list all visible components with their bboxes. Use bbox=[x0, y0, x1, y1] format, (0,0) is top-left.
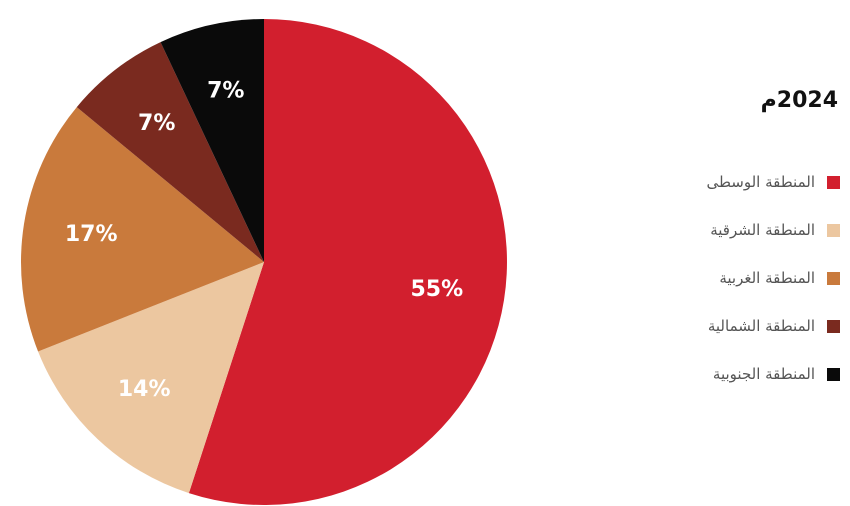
legend-swatch bbox=[827, 271, 840, 285]
legend-item: المنطقة الجنوبية bbox=[640, 362, 840, 386]
legend-item: المنطقة الشمالية bbox=[640, 314, 840, 338]
pie-slice bbox=[160, 19, 264, 262]
legend-swatch bbox=[827, 175, 840, 189]
pie-slice-labels: 55% 14% 17% 7% 7% bbox=[65, 79, 463, 402]
legend-label: المنطقة الوسطى bbox=[706, 173, 815, 191]
legend-swatch bbox=[827, 367, 840, 381]
legend-item: المنطقة الشرقية bbox=[640, 218, 840, 242]
pie-slice bbox=[188, 19, 507, 505]
pie-chart: 55% 14% 17% 7% 7% bbox=[21, 19, 507, 505]
legend: المنطقة الوسطى المنطقة الشرقية المنطقة الغ… bbox=[640, 170, 840, 410]
slice-value-label: 55% bbox=[410, 277, 463, 302]
pie-slices bbox=[21, 19, 507, 505]
legend-swatch bbox=[827, 319, 840, 333]
pie-slice bbox=[76, 42, 265, 262]
pie-slice bbox=[38, 262, 265, 494]
slice-value-label: 7% bbox=[138, 111, 175, 136]
legend-label: المنطقة الشرقية bbox=[710, 221, 815, 239]
slice-value-label: 7% bbox=[207, 79, 244, 104]
pie-slice bbox=[21, 107, 264, 352]
slice-value-label: 17% bbox=[65, 222, 118, 247]
slice-value-label: 14% bbox=[118, 377, 171, 402]
legend-label: المنطقة الجنوبية bbox=[712, 365, 815, 383]
chart-title: 2024م bbox=[760, 88, 838, 113]
legend-item: المنطقة الوسطى bbox=[640, 170, 840, 194]
legend-label: المنطقة الشمالية bbox=[707, 317, 815, 335]
legend-swatch bbox=[827, 223, 840, 237]
legend-item: المنطقة الغربية bbox=[640, 266, 840, 290]
legend-label: المنطقة الغربية bbox=[719, 269, 815, 287]
